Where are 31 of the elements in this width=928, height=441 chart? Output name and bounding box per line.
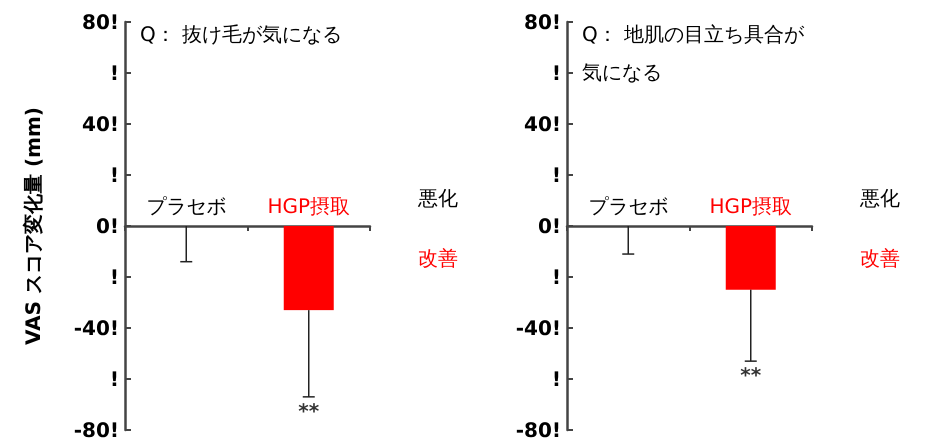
y-tick-label: !	[110, 265, 119, 289]
y-tick-label: !	[110, 367, 119, 391]
text: 改善	[860, 246, 900, 270]
x-tick-label: プラセボ	[146, 194, 226, 218]
x-tick-label: プラセボ	[588, 194, 668, 218]
y-axis-title: VAS スコア変化量 (mm)	[21, 107, 45, 345]
y-tick-label: -80!	[74, 418, 119, 441]
y-tick-label: !	[552, 163, 561, 187]
y-tick-label: !	[110, 163, 119, 187]
y-tick-label: -40!	[74, 316, 119, 340]
x-tick-label: HGP摂取	[267, 194, 350, 218]
text: 悪化	[417, 186, 458, 210]
y-tick-label: 40!	[524, 112, 561, 136]
y-tick-label: -80!	[516, 418, 561, 441]
y-tick-label: -40!	[516, 316, 561, 340]
text: 改善	[418, 246, 458, 270]
y-tick-label: !	[552, 61, 561, 85]
x-tick-label: HGP摂取	[709, 194, 792, 218]
annotation: **	[740, 363, 762, 388]
chart-title: Q： 抜け毛が気になる	[140, 22, 342, 46]
y-tick-label: 40!	[82, 112, 119, 136]
y-tick-label: 80!	[82, 10, 119, 34]
text: Q： 地肌の目立ち具合が気になる	[582, 22, 806, 84]
y-tick-label: !	[110, 61, 119, 85]
y-tick-label: 0!	[96, 214, 119, 238]
y-tick-label: !	[552, 367, 561, 391]
text: 悪化	[859, 186, 900, 210]
y-tick-label: 0!	[538, 214, 561, 238]
y-tick-label: !	[552, 265, 561, 289]
annotation: **	[298, 398, 320, 423]
y-tick-label: 80!	[524, 10, 561, 34]
